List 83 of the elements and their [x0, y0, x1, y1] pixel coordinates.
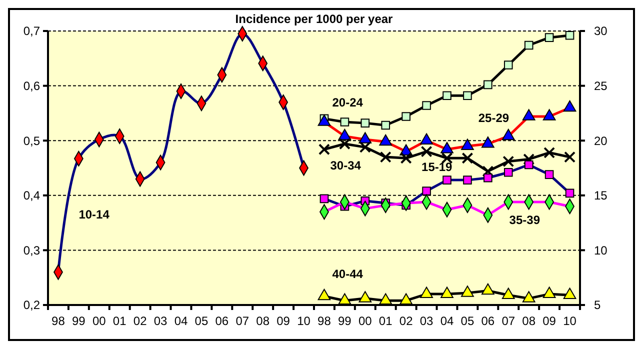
point	[542, 286, 556, 298]
x-tick-label: 10	[563, 314, 577, 328]
point	[359, 141, 371, 153]
series-label: 15-19	[422, 160, 453, 174]
point	[482, 283, 494, 295]
x-tick-label: 08	[256, 314, 270, 328]
x-tick-label: 07	[236, 314, 250, 328]
point	[338, 293, 352, 305]
point	[318, 144, 330, 156]
point	[422, 101, 431, 110]
x-tick-label: 01	[112, 314, 127, 328]
point	[338, 138, 350, 150]
point	[484, 80, 492, 90]
point	[358, 291, 372, 302]
y-tick-label: 0,6	[23, 79, 40, 93]
series-label: 10-14	[78, 208, 110, 222]
x-tick-label: 02	[399, 314, 414, 328]
point	[544, 146, 556, 158]
point	[523, 153, 535, 165]
point	[524, 40, 534, 50]
point	[563, 288, 576, 300]
y2-tick-label: 25	[594, 79, 608, 93]
series-label: 25-29	[478, 111, 510, 126]
x-tick-label: 08	[522, 314, 536, 328]
series-label: 20-24	[332, 96, 364, 110]
x-tick-label: 03	[420, 314, 434, 328]
point	[463, 91, 472, 100]
chart-title: Incidence per 1000 per year	[235, 12, 394, 26]
x-tick-label: 02	[133, 314, 148, 328]
point	[504, 60, 513, 70]
x-tick-label: 10	[297, 314, 311, 328]
x-tick-label: 03	[154, 314, 168, 328]
x-tick-label: 04	[440, 314, 454, 328]
point	[442, 91, 452, 100]
x-tick-label: 98	[52, 314, 66, 328]
x-tick-label: 00	[92, 314, 106, 328]
x-tick-label: 09	[276, 314, 290, 328]
point	[462, 152, 474, 164]
series-label: 40-44	[332, 267, 364, 282]
point	[402, 112, 410, 121]
y2-tick-label: 15	[594, 188, 608, 203]
point	[381, 120, 390, 130]
point	[420, 286, 433, 298]
x-tick-label: 98	[318, 314, 332, 328]
x-tick-label: 05	[460, 314, 474, 328]
x-tick-label: 09	[542, 314, 556, 328]
x-tick-label: 01	[378, 314, 393, 328]
point	[440, 286, 454, 298]
x-tick-label: 05	[194, 314, 208, 328]
x-tick-label: 99	[338, 314, 352, 328]
x-tick-label: 07	[502, 314, 516, 328]
point	[502, 288, 515, 300]
point	[502, 156, 514, 168]
point	[565, 30, 574, 40]
point	[482, 166, 494, 178]
series-label: 35-39	[509, 212, 540, 227]
y2-tick-label: 10	[594, 243, 608, 258]
y-tick-label: 0,2	[23, 298, 40, 312]
x-tick-label: 06	[215, 314, 229, 328]
point	[380, 151, 392, 163]
y2-tick-label: 20	[594, 134, 608, 148]
point	[360, 118, 370, 128]
point	[400, 152, 412, 164]
point	[318, 288, 331, 300]
point	[564, 151, 576, 163]
point	[420, 146, 432, 158]
point	[340, 118, 350, 126]
x-tick-label: 06	[481, 314, 495, 328]
series-label: 30-34	[330, 158, 362, 172]
point	[461, 286, 474, 297]
y2-tick-label: 30	[594, 24, 608, 38]
point	[400, 293, 412, 305]
point	[544, 33, 554, 42]
y-tick-label: 0,7	[23, 24, 40, 38]
x-tick-label: 00	[358, 314, 372, 328]
y2-tick-label: 5	[594, 298, 601, 312]
x-tick-label: 04	[174, 314, 188, 328]
y-tick-label: 0,5	[23, 134, 40, 148]
y-tick-label: 0,3	[23, 243, 40, 258]
x-tick-label: 99	[72, 314, 86, 328]
point	[522, 291, 536, 302]
point	[379, 293, 392, 305]
y-tick-label: 0,4	[23, 188, 40, 203]
